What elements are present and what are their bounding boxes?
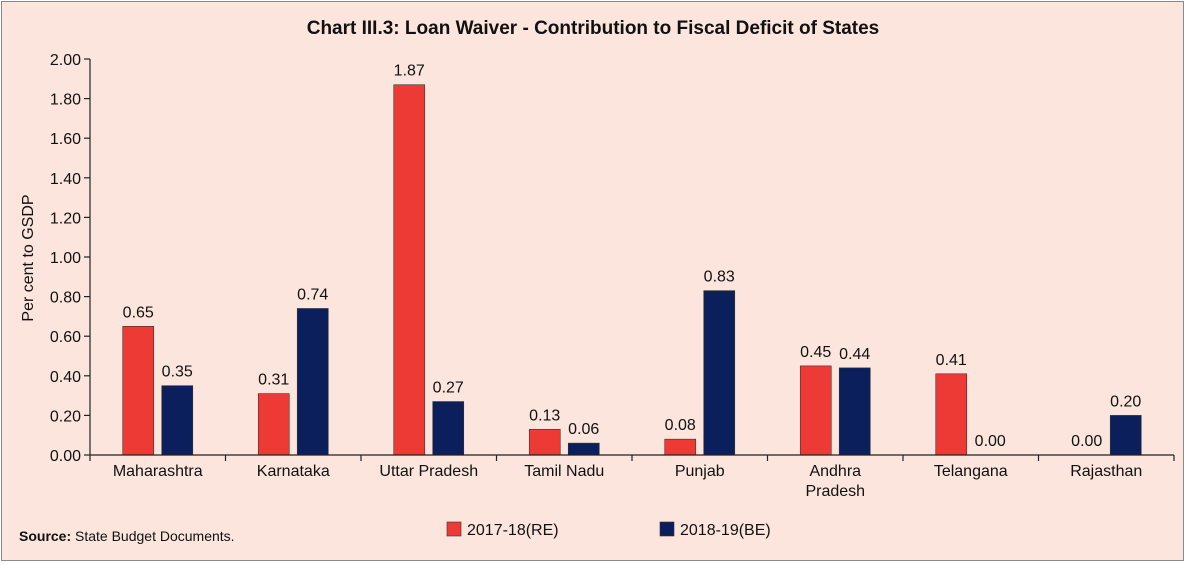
x-tick-label: Tamil Nadu <box>524 463 604 480</box>
data-label: 0.44 <box>839 346 870 363</box>
x-tick-label: Andhra Pradesh <box>805 463 865 500</box>
legend-label: 2017-18(RE) <box>467 522 559 539</box>
data-label: 0.08 <box>665 417 696 434</box>
x-axis: Maharashtra Karnataka Uttar Pradesh Tamil N… <box>89 454 1175 500</box>
bar-series1 <box>664 438 697 456</box>
data-label: 0.31 <box>258 372 289 389</box>
bar-series2 <box>432 401 465 456</box>
data-label: 0.45 <box>800 344 831 361</box>
bar-series1 <box>257 393 290 456</box>
x-tick-label: Uttar Pradesh <box>379 463 478 480</box>
data-label: 0.00 <box>975 433 1006 450</box>
y-tick-label: 0.60 <box>50 329 81 346</box>
bar-series1 <box>122 325 155 456</box>
y-tick-label: 0.00 <box>50 448 81 465</box>
data-label: 0.41 <box>936 352 967 369</box>
x-tick-label: Telangana <box>934 463 1008 480</box>
data-label: 0.74 <box>297 286 328 303</box>
bar-series2 <box>1109 415 1142 456</box>
data-label: 0.06 <box>568 421 599 438</box>
bar-series2 <box>296 308 329 456</box>
y-tick-label: 1.20 <box>50 210 81 227</box>
bar-series2 <box>161 385 194 456</box>
x-tick-label: Punjab <box>675 463 725 480</box>
x-tick-label: Rajasthan <box>1070 463 1142 480</box>
y-tick-label: 1.80 <box>50 92 81 109</box>
y-tick-label: 0.20 <box>50 408 81 425</box>
x-tick-label: Karnataka <box>257 463 330 480</box>
data-label: 0.27 <box>433 380 464 397</box>
y-axis-label: Per cent to GSDP <box>20 194 37 321</box>
data-label: 1.87 <box>394 63 425 80</box>
chart-title: Chart III.3: Loan Waiver - Contribution … <box>307 18 880 39</box>
bar-series1 <box>799 365 832 456</box>
y-tick-label: 0.40 <box>50 369 81 386</box>
data-label: 0.65 <box>123 304 154 321</box>
data-label: 0.13 <box>529 407 560 424</box>
bar-series1 <box>528 428 561 456</box>
bar-series2 <box>703 290 736 456</box>
y-tick-label: 0.80 <box>50 290 81 307</box>
source-note: Source: State Budget Documents. <box>19 528 235 544</box>
y-axis-ticks: 0.00 0.20 0.40 0.60 0.80 1.00 1.20 1.40 1.60 1.80… <box>50 52 91 465</box>
legend-swatch <box>659 521 675 537</box>
source-text: State Budget Documents. <box>71 528 235 544</box>
legend-swatch <box>446 521 462 537</box>
bar-series1 <box>935 373 968 456</box>
bar-series2 <box>838 367 871 456</box>
x-tick-label: Maharashtra <box>113 463 203 480</box>
bars-group <box>122 84 1142 456</box>
legend-label: 2018-19(BE) <box>680 522 771 539</box>
data-labels-group: 0.65 0.35 0.31 0.74 1.87 0.27 0.13 0.06 0.08 0.83… <box>123 63 1142 450</box>
data-label: 0.83 <box>704 269 735 286</box>
source-label: Source: <box>19 528 72 544</box>
data-label: 0.35 <box>162 364 193 381</box>
y-tick-label: 1.60 <box>50 131 81 148</box>
bar-series1 <box>393 84 426 456</box>
y-tick-label: 1.40 <box>50 171 81 188</box>
y-tick-label: 1.00 <box>50 250 81 267</box>
y-tick-label: 2.00 <box>50 52 81 69</box>
data-label: 0.20 <box>1110 393 1141 410</box>
bar-series2 <box>567 442 600 456</box>
data-label: 0.00 <box>1071 433 1102 450</box>
legend: 2017-18(RE) 2018-19(BE) <box>446 521 771 539</box>
